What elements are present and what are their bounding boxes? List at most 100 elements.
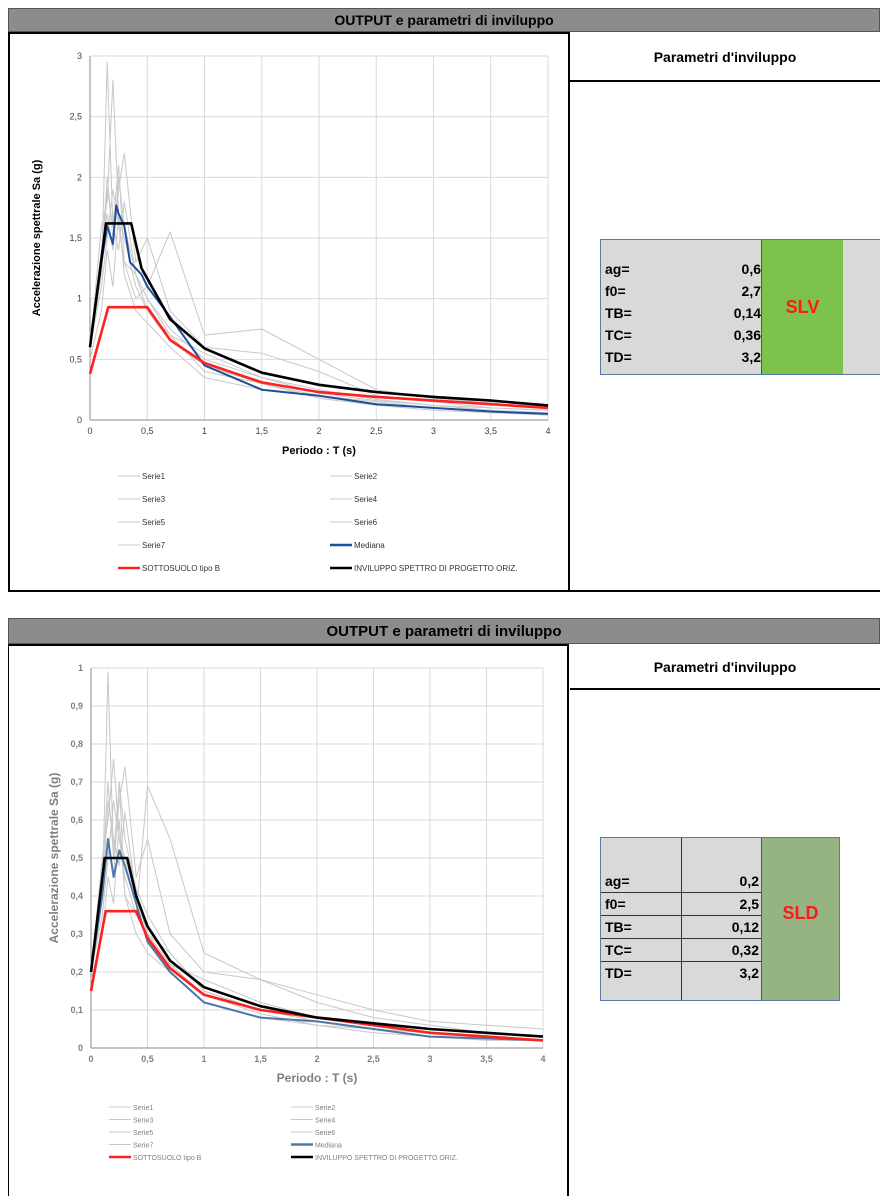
x-axis-title: Periodo : T (s) (277, 1071, 358, 1085)
legend-label: Serie7 (142, 541, 166, 550)
legend-label: Serie2 (354, 472, 378, 481)
output-panel-slv: OUTPUT e parametri di inviluppo 0 0,5 1 1,5… (8, 8, 880, 592)
chart-container: 0 0,1 0,2 0,3 0,4 0,5 0,6 0,7 0,8 0,9 1 0 0,5 1 1,5 2 2,… (8, 644, 569, 1196)
param-row: TD= 3,2 (601, 962, 761, 984)
y-tick-label: 1 (78, 663, 83, 673)
y-tick-label: 0,5 (69, 354, 82, 364)
x-tick-label: 2,5 (370, 426, 383, 436)
x-tick-label: 0 (88, 1054, 93, 1064)
series-line-sottosuolo-tipo-b (89, 909, 544, 1042)
legend-label: Serie3 (142, 495, 166, 504)
param-label: TB= (605, 919, 632, 935)
x-tick-label: 1,5 (254, 1054, 267, 1064)
param-row: ag= 0,6 (601, 258, 761, 280)
parameters-label-column (601, 838, 682, 1000)
y-tick-label: 0,5 (70, 853, 83, 863)
panel-header: OUTPUT e parametri di inviluppo (8, 618, 880, 644)
param-label: TC= (605, 942, 632, 958)
x-tick-label: 4 (545, 426, 550, 436)
legend-label: Mediana (315, 1143, 342, 1150)
y-tick-label: 0,6 (70, 815, 83, 825)
x-tick-label: 1 (202, 426, 207, 436)
y-tick-label: 1 (77, 294, 82, 304)
param-value: 3,2 (739, 965, 759, 981)
legend-label: Serie6 (354, 518, 378, 527)
x-tick-label: 2 (314, 1054, 319, 1064)
y-axis-title: Accelerazione spettrale Sa (g) (47, 773, 61, 944)
series-line-serie4 (90, 785, 544, 1030)
x-tick-label: 1,5 (255, 426, 268, 436)
y-tick-label: 0,2 (70, 967, 83, 977)
y-tick-label: 0,3 (70, 929, 83, 939)
param-row: ag= 0,2 (601, 870, 761, 893)
param-value: 3,2 (741, 349, 761, 365)
y-tick-label: 0,9 (70, 701, 83, 711)
legend-label: Serie3 (133, 1118, 153, 1125)
legend-label: SOTTOSUOLO tipo B (133, 1155, 202, 1162)
param-value: 2,5 (739, 896, 759, 912)
param-row: TC= 0,32 (601, 939, 761, 962)
param-value: 0,32 (731, 942, 759, 958)
x-tick-label: 3 (427, 1054, 432, 1064)
x-tick-label: 4 (540, 1054, 545, 1064)
param-label: f0= (605, 283, 626, 299)
legend-label: Mediana (354, 541, 385, 550)
y-tick-label: 0,4 (70, 891, 83, 901)
y-tick-label: 0,7 (70, 777, 83, 787)
y-tick-label: 3 (77, 51, 82, 61)
x-tick-label: 3 (431, 426, 436, 436)
legend-label: Serie6 (315, 1130, 335, 1137)
y-tick-label: 0,1 (70, 1005, 83, 1015)
y-tick-label: 0 (77, 415, 82, 425)
legend-label: Serie1 (142, 472, 166, 481)
y-axis-title: Accelerazione spettrale Sa (g) (31, 159, 43, 316)
param-label: TB= (605, 305, 632, 321)
limit-state-badge: SLV (761, 240, 843, 374)
x-axis-title: Periodo : T (s) (282, 445, 356, 457)
chart-container: 0 0,5 1 1,5 2 2,5 3 0 0,5 1 1,5 2 2,5 3 3,5 4 Periodo : … (8, 32, 570, 592)
param-label: ag= (605, 261, 630, 277)
x-tick-label: 1 (201, 1054, 206, 1064)
param-value: 0,6 (741, 261, 761, 277)
series-line-mediana (89, 204, 549, 415)
legend-label: Serie4 (315, 1118, 335, 1125)
param-row: TD= 3,2 (601, 346, 761, 368)
x-tick-label: 2 (316, 426, 321, 436)
legend-label: Serie7 (133, 1143, 153, 1150)
series-line-serie7 (90, 800, 544, 1041)
param-row: TB= 0,12 (601, 916, 761, 939)
param-label: TC= (605, 327, 632, 343)
parameters-table: ag= 0,2 f0= 2,5 TB= 0,12 TC= 0,32 TD= 3,2 SLD (600, 837, 840, 1001)
x-tick-label: 0,5 (141, 1054, 154, 1064)
legend-label: Serie5 (142, 518, 166, 527)
param-row: f0= 2,7 (601, 280, 761, 302)
legend-label: Serie5 (133, 1130, 153, 1137)
param-value: 0,2 (739, 873, 759, 889)
parameters-title: Parametri d'inviluppo (570, 32, 880, 82)
x-tick-label: 3,5 (480, 1054, 493, 1064)
param-value: 0,14 (733, 305, 761, 321)
legend-label: INVILUPPO SPETTRO DI PROGETTO ORIZ. (354, 564, 517, 573)
series-line-inviluppo-spettro-di-progetto-oriz (88, 222, 549, 407)
param-value: 0,12 (731, 919, 759, 935)
output-panel-sld: OUTPUT e parametri di inviluppo 0 0,1 0,2 0… (8, 618, 880, 1196)
param-label: f0= (605, 896, 626, 912)
panel-header: OUTPUT e parametri di inviluppo (8, 8, 880, 32)
response-spectrum-chart: 0 0,5 1 1,5 2 2,5 3 0 0,5 1 1,5 2 2,5 3 3,5 4 Periodo : … (31, 51, 551, 573)
series-line-serie5 (89, 213, 549, 415)
x-tick-label: 2,5 (367, 1054, 380, 1064)
parameters-section: Parametri d'inviluppo ag= 0,6 f0= 2,7 TB= 0… (570, 32, 880, 592)
parameters-section: Parametri d'inviluppo ag= 0,2 f0= 2,5 TB= 0… (570, 644, 880, 1196)
x-tick-label: 0,5 (141, 426, 154, 436)
series-line-inviluppo-spettro-di-progetto-oriz (89, 856, 544, 1038)
param-row: TC= 0,36 (601, 324, 761, 346)
response-spectrum-chart: 0 0,1 0,2 0,3 0,4 0,5 0,6 0,7 0,8 0,9 1 0 0,5 1 1,5 2 2,… (47, 663, 546, 1162)
parameters-table: ag= 0,6 f0= 2,7 TB= 0,14 TC= 0,36 TD= 3,2 SLV (600, 239, 880, 375)
param-label: ag= (605, 873, 630, 889)
limit-state-badge: SLD (761, 838, 839, 1000)
y-tick-label: 1,5 (69, 233, 82, 243)
param-row: f0= 2,5 (601, 893, 761, 916)
series-line-serie5 (90, 819, 543, 1041)
legend-label: Serie1 (133, 1105, 153, 1112)
legend-label: SOTTOSUOLO tipo B (142, 564, 220, 573)
